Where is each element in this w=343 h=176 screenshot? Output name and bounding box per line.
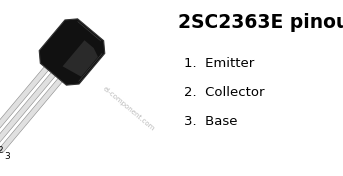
Polygon shape [0,76,64,152]
Text: 3: 3 [4,152,10,161]
Polygon shape [0,64,50,141]
Text: 1.  Emitter: 1. Emitter [184,57,254,70]
Text: 3.  Base: 3. Base [184,115,237,128]
Text: 2.  Collector: 2. Collector [184,86,264,99]
Text: 2: 2 [0,146,3,155]
Polygon shape [0,70,57,146]
Polygon shape [39,19,105,85]
Text: 2SC2363E pinout: 2SC2363E pinout [178,13,343,32]
Text: el-component.com: el-component.com [102,86,156,132]
Polygon shape [63,40,98,77]
